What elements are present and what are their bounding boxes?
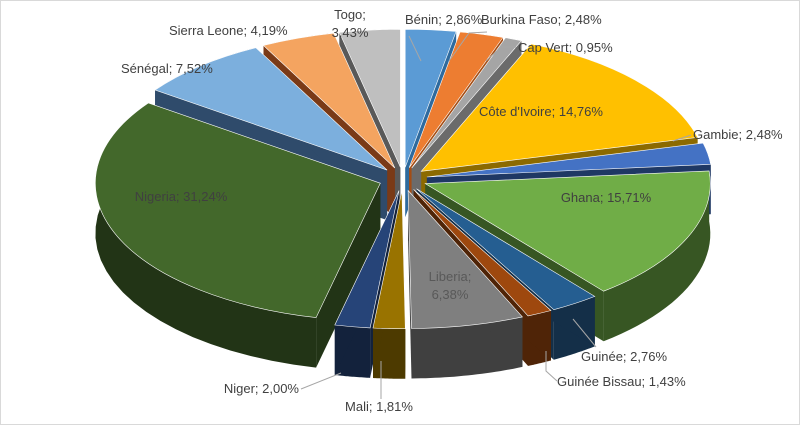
leader-gambie (672, 134, 692, 142)
data-label-sierra-leone: Sierra Leone; 4,19% (169, 23, 288, 38)
data-label-burkina-faso: Burkina Faso; 2,48% (481, 12, 602, 27)
data-label-nigeria: Nigeria; 31,24% (135, 189, 228, 204)
data-label-togo: Togo; 3,43% (332, 7, 369, 40)
slice-side-ghana (603, 170, 711, 342)
slice-burkina-faso[interactable] (408, 31, 504, 168)
leader-lines (300, 31, 692, 399)
data-label-mali: Mali; 1,81% (345, 399, 413, 414)
leader-cap-vert (485, 46, 516, 62)
slice-c-te-d-ivoire[interactable] (420, 43, 699, 172)
slice-niger[interactable] (334, 190, 400, 329)
slice-gambie[interactable] (426, 142, 712, 178)
slice-nigeria[interactable] (95, 102, 381, 318)
slice-tops (95, 28, 712, 330)
data-label-guin-e-bissau: Guinée Bissau; 1,43% (557, 374, 686, 389)
slice-ghana[interactable] (424, 170, 711, 292)
data-label-s-n-gal: Sénégal; 7,52% (121, 61, 213, 76)
slice-side-nigeria (95, 103, 317, 368)
data-label-guin-e: Guinée; 2,76% (581, 349, 667, 364)
leader-guin-e-bissau (545, 351, 558, 382)
data-label-cap-vert: Cap Vert; 0,95% (518, 40, 613, 55)
slice-wall-liberia-1 (408, 190, 412, 379)
data-labels: Bénin; 2,86% Togo; 3,43% Burkina Faso; 2,48… (121, 7, 783, 414)
leader-guin-e (572, 318, 597, 348)
slice-cap-vert[interactable] (411, 37, 522, 169)
leader-burkina-faso (448, 31, 488, 62)
data-label-c-te-d-ivoire: Côte d'Ivoire; 14,76% (479, 104, 603, 119)
slice-mali[interactable] (372, 190, 406, 330)
slice-liberia[interactable] (407, 189, 523, 329)
slice-sierra-leone[interactable] (262, 32, 396, 169)
data-label-niger: Niger; 2,00% (224, 381, 300, 396)
data-label-ghana: Ghana; 15,71% (561, 190, 652, 205)
leader-b-nin (408, 35, 422, 62)
slice-wall-nigeria-0 (316, 183, 381, 368)
data-label-b-nin: Bénin; 2,86% (405, 12, 483, 27)
data-label-liberia: Liberia; 6,38% (429, 269, 472, 302)
slice-guin-e[interactable] (416, 188, 596, 311)
slice-b-nin[interactable] (404, 28, 457, 168)
slice-s-n-gal[interactable] (154, 47, 388, 171)
data-label-gambie: Gambie; 2,48% (693, 127, 783, 142)
slice-togo[interactable] (338, 28, 401, 168)
slice-guin-e-bissau[interactable] (413, 189, 552, 317)
leader-niger (300, 372, 342, 390)
